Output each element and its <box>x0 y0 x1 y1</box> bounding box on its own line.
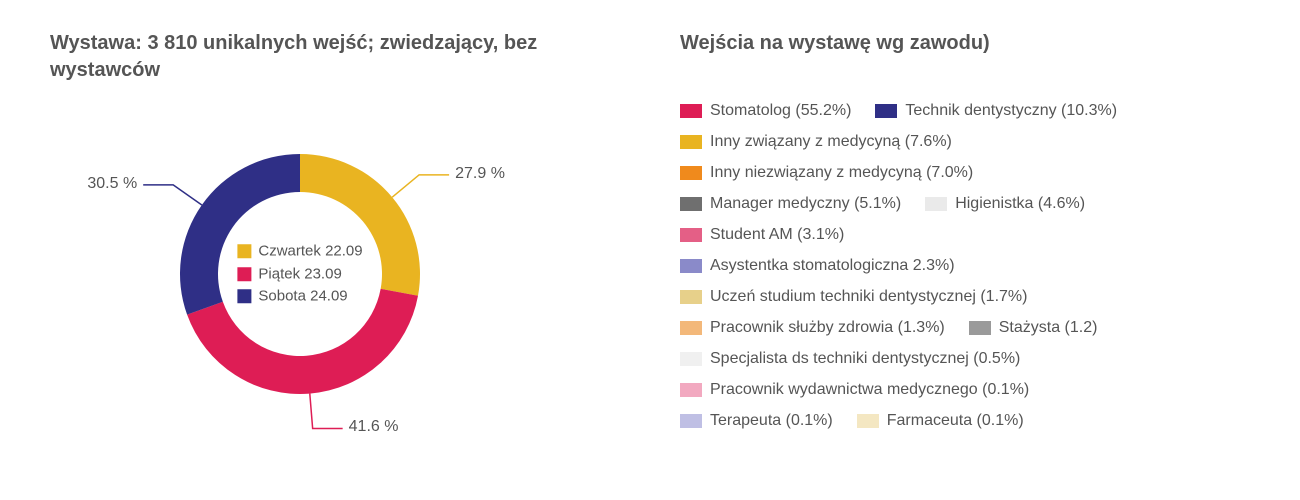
legend-label: Student AM (3.1%) <box>710 221 844 249</box>
legend-swatch <box>237 245 251 259</box>
legend-item: Inny niezwiązany z medycyną (7.0%) <box>680 159 973 187</box>
legend-swatch <box>680 383 702 397</box>
legend-label: Inny związany z medycyną (7.6%) <box>710 128 952 156</box>
legend-label: Sobota 24.09 <box>258 285 347 308</box>
legend-label: Czwartek 22.09 <box>258 240 362 263</box>
legend-label: Stomatolog (55.2%) <box>710 97 851 125</box>
legend-item: Stażysta (1.2) <box>969 314 1098 342</box>
legend-line: Specjalista ds techniki dentystycznej (0… <box>680 345 1250 376</box>
legend-label: Manager medyczny (5.1%) <box>710 190 901 218</box>
legend-item: Manager medyczny (5.1%) <box>680 190 901 218</box>
donut-legend-item: Piątek 23.09 <box>237 263 362 286</box>
donut-legend-item: Czwartek 22.09 <box>237 240 362 263</box>
profession-legend-lines: Stomatolog (55.2%) Technik dentystyczny (… <box>680 97 1250 438</box>
legend-label: Uczeń studium techniki dentystycznej (1.… <box>710 283 1027 311</box>
legend-item: Student AM (3.1%) <box>680 221 844 249</box>
legend-swatch <box>875 104 897 118</box>
legend-item: Technik dentystyczny (10.3%) <box>875 97 1117 125</box>
legend-swatch <box>680 166 702 180</box>
left-title: Wystawa: 3 810 unikalnych wejść; zwiedza… <box>50 30 620 84</box>
legend-line: Pracownik wydawnictwa medycznego (0.1%) <box>680 376 1250 407</box>
profession-legend: Stomatolog (55.2%) Technik dentystyczny (… <box>680 97 1250 438</box>
legend-swatch <box>680 104 702 118</box>
legend-label: Asystentka stomatologiczna 2.3%) <box>710 252 955 280</box>
legend-swatch <box>857 414 879 428</box>
legend-swatch <box>680 197 702 211</box>
legend-line: Manager medyczny (5.1%) Higienistka (4.6%… <box>680 190 1250 221</box>
left-panel: Wystawa: 3 810 unikalnych wejść; zwiedza… <box>50 30 620 470</box>
legend-label: Stażysta (1.2) <box>999 314 1098 342</box>
legend-label: Inny niezwiązany z medycyną (7.0%) <box>710 159 973 187</box>
legend-line: Uczeń studium techniki dentystycznej (1.… <box>680 283 1250 314</box>
donut-ext-label: 41.6 % <box>349 418 399 436</box>
legend-swatch <box>680 321 702 335</box>
legend-item: Terapeuta (0.1%) <box>680 407 833 435</box>
legend-label: Pracownik wydawnictwa medycznego (0.1%) <box>710 376 1029 404</box>
legend-swatch <box>680 259 702 273</box>
legend-label: Piątek 23.09 <box>258 263 341 286</box>
legend-swatch <box>680 352 702 366</box>
legend-label: Terapeuta (0.1%) <box>710 407 833 435</box>
legend-item: Pracownik wydawnictwa medycznego (0.1%) <box>680 376 1029 404</box>
legend-label: Pracownik służby zdrowia (1.3%) <box>710 314 945 342</box>
legend-swatch <box>680 135 702 149</box>
donut-ext-label: 30.5 % <box>87 175 137 193</box>
legend-item: Specjalista ds techniki dentystycznej (0… <box>680 345 1020 373</box>
legend-swatch <box>680 414 702 428</box>
donut-ext-label: 27.9 % <box>455 165 505 183</box>
legend-swatch <box>969 321 991 335</box>
donut-wrap: Czwartek 22.09Piątek 23.09Sobota 24.09 <box>170 144 430 404</box>
legend-line: Terapeuta (0.1%) Farmaceuta (0.1%) <box>680 407 1250 438</box>
legend-line: Stomatolog (55.2%) Technik dentystyczny (… <box>680 97 1250 128</box>
legend-item: Higienistka (4.6%) <box>925 190 1085 218</box>
legend-item: Asystentka stomatologiczna 2.3%) <box>680 252 955 280</box>
legend-line: Pracownik służby zdrowia (1.3%) Stażysta … <box>680 314 1250 345</box>
legend-item: Farmaceuta (0.1%) <box>857 407 1024 435</box>
legend-label: Technik dentystyczny (10.3%) <box>905 97 1117 125</box>
legend-swatch <box>680 228 702 242</box>
donut-legend-item: Sobota 24.09 <box>237 285 362 308</box>
legend-swatch <box>237 290 251 304</box>
right-panel: Wejścia na wystawę wg zawodu) Stomatolog… <box>680 30 1250 470</box>
legend-item: Uczeń studium techniki dentystycznej (1.… <box>680 283 1027 311</box>
legend-line: Asystentka stomatologiczna 2.3%) <box>680 252 1250 283</box>
legend-item: Pracownik służby zdrowia (1.3%) <box>680 314 945 342</box>
legend-line: Inny niezwiązany z medycyną (7.0%) <box>680 159 1250 190</box>
legend-item: Stomatolog (55.2%) <box>680 97 851 125</box>
donut-chart: Czwartek 22.09Piątek 23.09Sobota 24.09 2… <box>50 104 550 474</box>
legend-label: Specjalista ds techniki dentystycznej (0… <box>710 345 1020 373</box>
legend-swatch <box>925 197 947 211</box>
legend-line: Student AM (3.1%) <box>680 221 1250 252</box>
legend-swatch <box>237 267 251 281</box>
legend-label: Higienistka (4.6%) <box>955 190 1085 218</box>
legend-item: Inny związany z medycyną (7.6%) <box>680 128 952 156</box>
legend-label: Farmaceuta (0.1%) <box>887 407 1024 435</box>
legend-swatch <box>680 290 702 304</box>
donut-center-legend: Czwartek 22.09Piątek 23.09Sobota 24.09 <box>237 240 362 308</box>
right-title: Wejścia na wystawę wg zawodu) <box>680 30 1250 57</box>
legend-line: Inny związany z medycyną (7.6%) <box>680 128 1250 159</box>
